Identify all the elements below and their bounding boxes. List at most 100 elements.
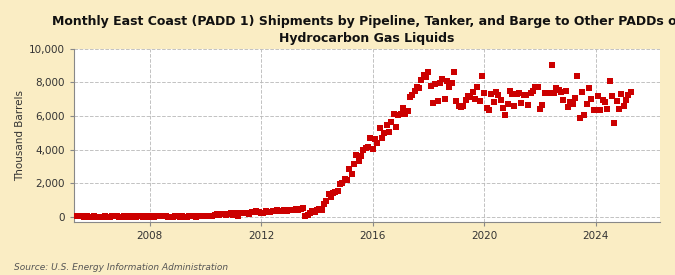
- Point: [256, 211, 267, 216]
- Point: [486, 92, 497, 97]
- Point: [572, 74, 583, 78]
- Point: [261, 209, 271, 214]
- Point: [491, 90, 502, 94]
- Point: [583, 86, 594, 90]
- Point: [200, 214, 211, 218]
- Point: [103, 214, 113, 219]
- Point: [393, 113, 404, 117]
- Point: [82, 214, 92, 218]
- Point: [607, 94, 618, 98]
- Point: [232, 214, 243, 218]
- Point: [156, 214, 167, 218]
- Point: [290, 207, 301, 211]
- Point: [604, 79, 615, 83]
- Point: [111, 214, 122, 219]
- Point: [488, 99, 499, 104]
- Point: [541, 91, 552, 95]
- Point: [614, 107, 624, 111]
- Point: [479, 91, 489, 95]
- Point: [560, 89, 571, 94]
- Point: [383, 130, 394, 134]
- Point: [579, 113, 590, 118]
- Point: [439, 97, 450, 101]
- Point: [167, 214, 178, 219]
- Point: [581, 102, 592, 106]
- Point: [307, 209, 318, 213]
- Point: [458, 104, 468, 108]
- Point: [609, 121, 620, 125]
- Point: [528, 89, 539, 94]
- Point: [400, 112, 410, 116]
- Point: [477, 74, 487, 79]
- Point: [319, 202, 329, 206]
- Point: [244, 212, 255, 216]
- Point: [61, 214, 72, 218]
- Point: [235, 211, 246, 215]
- Point: [576, 90, 587, 95]
- Point: [72, 214, 83, 219]
- Point: [186, 214, 196, 218]
- Point: [240, 211, 250, 216]
- Point: [342, 178, 352, 182]
- Point: [539, 91, 550, 95]
- Point: [372, 141, 383, 145]
- Point: [470, 97, 481, 101]
- Point: [146, 214, 157, 219]
- Point: [63, 214, 74, 219]
- Point: [140, 214, 151, 218]
- Point: [409, 89, 420, 93]
- Point: [98, 214, 109, 219]
- Point: [295, 207, 306, 211]
- Text: Source: U.S. Energy Information Administration: Source: U.S. Energy Information Administ…: [14, 263, 227, 272]
- Point: [600, 100, 611, 104]
- Point: [116, 214, 127, 219]
- Point: [130, 214, 141, 219]
- Point: [509, 104, 520, 109]
- Point: [381, 122, 392, 127]
- Point: [109, 214, 120, 219]
- Point: [391, 125, 402, 129]
- Point: [161, 214, 171, 219]
- Point: [263, 210, 273, 214]
- Y-axis label: Thousand Barrels: Thousand Barrels: [15, 90, 25, 181]
- Point: [193, 214, 204, 219]
- Point: [227, 213, 238, 217]
- Point: [100, 214, 111, 218]
- Point: [184, 214, 194, 218]
- Point: [520, 93, 531, 98]
- Point: [612, 98, 622, 103]
- Point: [253, 210, 264, 214]
- Point: [272, 208, 283, 212]
- Title: Monthly East Coast (PADD 1) Shipments by Pipeline, Tanker, and Barge to Other PA: Monthly East Coast (PADD 1) Shipments by…: [52, 15, 675, 45]
- Point: [298, 206, 308, 210]
- Point: [177, 214, 188, 218]
- Point: [516, 101, 527, 106]
- Point: [351, 153, 362, 157]
- Point: [551, 86, 562, 90]
- Point: [360, 145, 371, 150]
- Point: [137, 214, 148, 219]
- Point: [330, 189, 341, 194]
- Point: [616, 92, 627, 96]
- Point: [77, 214, 88, 218]
- Point: [216, 212, 227, 216]
- Point: [142, 214, 153, 219]
- Point: [70, 214, 80, 219]
- Point: [456, 104, 466, 109]
- Point: [219, 212, 230, 217]
- Point: [618, 104, 629, 108]
- Point: [151, 214, 162, 218]
- Point: [407, 93, 418, 97]
- Point: [335, 182, 346, 186]
- Point: [365, 136, 376, 141]
- Point: [169, 214, 180, 218]
- Point: [588, 108, 599, 112]
- Point: [325, 194, 336, 199]
- Point: [279, 208, 290, 213]
- Point: [321, 199, 331, 203]
- Point: [172, 214, 183, 218]
- Point: [265, 210, 276, 214]
- Point: [182, 214, 192, 219]
- Point: [556, 90, 566, 94]
- Point: [433, 98, 443, 103]
